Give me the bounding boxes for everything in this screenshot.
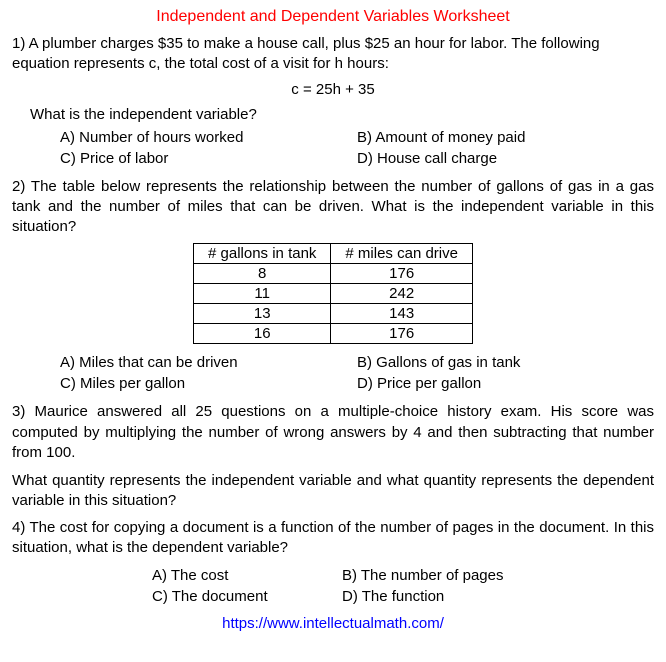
question-4-options: A) The cost B) The number of pages C) Th… [152, 567, 654, 609]
q1-option-a: A) Number of hours worked [60, 129, 357, 146]
question-1-sub: What is the independent variable? [30, 106, 654, 123]
table-row: 11 242 [194, 284, 473, 304]
question-3-sub: What quantity represents the independent… [12, 471, 654, 510]
table-header: # gallons in tank [194, 244, 331, 264]
table-row: 16 176 [194, 324, 473, 344]
q4-option-d: D) The function [342, 588, 444, 605]
q2-option-c: C) Miles per gallon [60, 375, 357, 392]
table-cell: 16 [194, 324, 331, 344]
question-2-table: # gallons in tank # miles can drive 8 17… [193, 243, 473, 344]
q2-option-d: D) Price per gallon [357, 375, 654, 392]
q2-option-a: A) Miles that can be driven [60, 354, 357, 371]
q4-option-b: B) The number of pages [342, 567, 503, 584]
q1-option-d: D) House call charge [357, 150, 654, 167]
table-header-row: # gallons in tank # miles can drive [194, 244, 473, 264]
question-4: 4) The cost for copying a document is a … [12, 518, 654, 559]
q1-option-b: B) Amount of money paid [357, 129, 654, 146]
table-cell: 242 [331, 284, 473, 304]
table-header: # miles can drive [331, 244, 473, 264]
table-cell: 11 [194, 284, 331, 304]
q4-option-a: A) The cost [152, 567, 312, 584]
table-cell: 8 [194, 264, 331, 284]
question-1-equation: c = 25h + 35 [12, 81, 654, 98]
question-2: 2) The table below represents the relati… [12, 177, 654, 238]
table-cell: 143 [331, 304, 473, 324]
table-cell: 176 [331, 264, 473, 284]
q4-option-c: C) The document [152, 588, 312, 605]
q1-option-c: C) Price of labor [60, 150, 357, 167]
question-1: 1) A plumber charges $35 to make a house… [12, 34, 654, 75]
table-cell: 13 [194, 304, 331, 324]
q2-option-b: B) Gallons of gas in tank [357, 354, 654, 371]
table-row: 8 176 [194, 264, 473, 284]
table-cell: 176 [331, 324, 473, 344]
table-row: 13 143 [194, 304, 473, 324]
question-3: 3) Maurice answered all 25 questions on … [12, 402, 654, 463]
worksheet-title: Independent and Dependent Variables Work… [12, 8, 654, 26]
question-2-options: A) Miles that can be driven B) Gallons o… [60, 354, 654, 396]
footer-link[interactable]: https://www.intellectualmath.com/ [12, 615, 654, 632]
question-1-options: A) Number of hours worked B) Amount of m… [60, 129, 654, 171]
